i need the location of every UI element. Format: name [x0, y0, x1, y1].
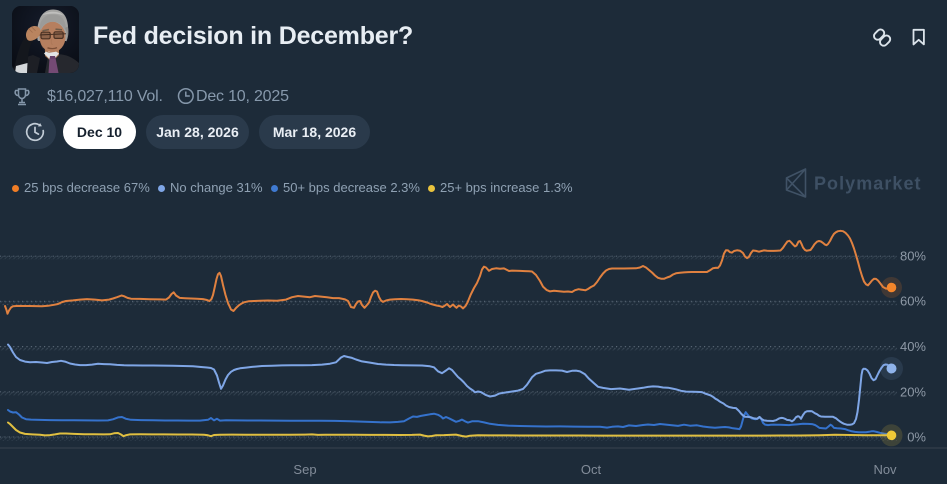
svg-text:20%: 20%	[900, 385, 926, 400]
svg-text:40%: 40%	[900, 339, 926, 354]
svg-text:Oct: Oct	[581, 462, 602, 477]
svg-text:Sep: Sep	[293, 462, 316, 477]
svg-text:Polymarket: Polymarket	[814, 174, 922, 194]
svg-text:Nov: Nov	[873, 462, 897, 477]
svg-text:0%: 0%	[907, 430, 926, 445]
svg-text:80%: 80%	[900, 249, 926, 264]
svg-text:60%: 60%	[900, 294, 926, 309]
